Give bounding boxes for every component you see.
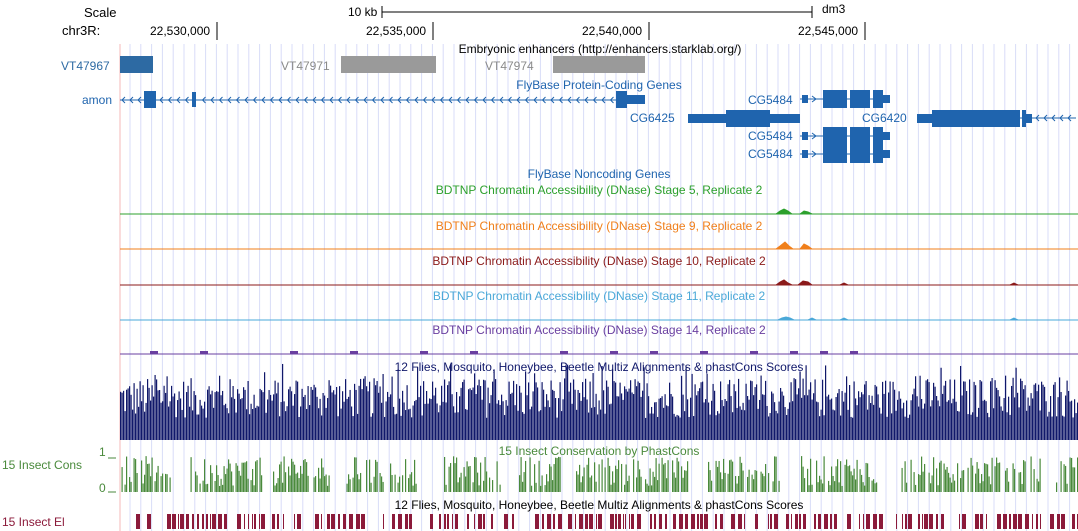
track-title: 15 Insect Conservation by PhastCons (499, 444, 700, 458)
conservation-bars (120, 363, 1078, 440)
enhancer-label[interactable]: VT47974 (485, 59, 534, 73)
signal-peaks (775, 208, 813, 215)
track-title: BDTNP Chromatin Accessibility (DNase) St… (436, 219, 763, 233)
gene-cg5484[interactable] (800, 90, 890, 108)
gene-label[interactable]: CG5484 (748, 93, 793, 107)
track-title: Embryonic enhancers (http://enhancers.st… (459, 42, 742, 56)
enhancer-feature[interactable] (120, 56, 153, 73)
assembly-label: dm3 (822, 2, 846, 16)
dnase-track-stage5[interactable]: BDTNP Chromatin Accessibility (DNase) St… (120, 183, 1078, 215)
enhancer-label[interactable]: VT47971 (281, 59, 330, 73)
dnase-track-stage9[interactable]: BDTNP Chromatin Accessibility (DNase) St… (120, 219, 1078, 250)
dnase-track-stage14[interactable]: BDTNP Chromatin Accessibility (DNase) St… (120, 323, 1078, 355)
position-label: 22,540,000 (582, 24, 642, 38)
gene-cg5484[interactable] (800, 127, 890, 145)
strand-arrows (121, 96, 614, 104)
conservation-bars (121, 456, 1078, 492)
track-title: 12 Flies, Mosquito, Honeybee, Beetle Mul… (395, 498, 804, 512)
conserved-elements (136, 514, 1078, 529)
gene-amon[interactable] (120, 91, 645, 108)
y-axis-max-label: 1 (99, 445, 106, 459)
position-label: 22,535,000 (366, 24, 426, 38)
signal-peaks (774, 241, 814, 250)
track-title: BDTNP Chromatin Accessibility (DNase) St… (436, 183, 763, 197)
enhancers-track[interactable]: Embryonic enhancers (http://enhancers.st… (61, 42, 741, 73)
track-left-label[interactable]: 15 Insect Cons (2, 458, 82, 472)
enhancer-feature[interactable] (341, 56, 436, 73)
track-title: BDTNP Chromatin Accessibility (DNase) St… (432, 254, 766, 268)
guide-lines (119, 44, 1071, 531)
gene-label[interactable]: CG6420 (862, 111, 907, 125)
dnase-track-stage11[interactable]: BDTNP Chromatin Accessibility (DNase) St… (120, 289, 1078, 321)
position-label: 22,530,000 (150, 24, 210, 38)
track-left-label[interactable]: 15 Insect El (2, 515, 65, 529)
track-title: FlyBase Protein-Coding Genes (516, 78, 681, 92)
track-title: BDTNP Chromatin Accessibility (DNase) St… (432, 323, 766, 337)
enhancer-label[interactable]: VT47967 (61, 59, 110, 73)
ruler[interactable]: Scale 10 kb dm3 chr3R: 22,530,000 22,535… (62, 2, 866, 40)
chrom-label: chr3R: (62, 23, 100, 38)
insect-elements-track[interactable]: 12 Flies, Mosquito, Honeybee, Beetle Mul… (2, 498, 1078, 529)
gene-label[interactable]: amon (82, 93, 112, 107)
track-title: BDTNP Chromatin Accessibility (DNase) St… (433, 289, 766, 303)
dnase-track-stage10[interactable]: BDTNP Chromatin Accessibility (DNase) St… (120, 254, 1078, 286)
flybase-coding-track[interactable]: FlyBase Protein-Coding Genes amon CG5484… (82, 78, 1076, 163)
gene-label[interactable]: CG6425 (630, 111, 675, 125)
strand-arrows (1035, 114, 1072, 122)
gene-cg6425[interactable] (688, 110, 800, 127)
gene-label[interactable]: CG5484 (748, 147, 793, 161)
insect-cons-track[interactable]: 15 Insect Conservation by PhastCons 15 I… (2, 444, 1078, 495)
signal-peaks (777, 316, 1019, 321)
gene-cg6420[interactable] (917, 110, 1076, 127)
track-title: 12 Flies, Mosquito, Honeybee, Beetle Mul… (395, 360, 804, 374)
gene-label[interactable]: CG5484 (748, 129, 793, 143)
position-label: 22,545,000 (798, 24, 858, 38)
multiz-track[interactable]: 12 Flies, Mosquito, Honeybee, Beetle Mul… (120, 360, 1078, 440)
noncoding-track-title[interactable]: FlyBase Noncoding Genes (528, 167, 671, 181)
signal-peaks (150, 351, 858, 354)
scale-label: Scale (84, 5, 117, 20)
gene-cg5484[interactable] (800, 145, 890, 163)
scale-bar-label: 10 kb (348, 5, 378, 19)
signal-peaks (774, 279, 1019, 286)
y-axis-min-label: 0 (99, 481, 106, 495)
enhancer-feature[interactable] (553, 56, 645, 73)
